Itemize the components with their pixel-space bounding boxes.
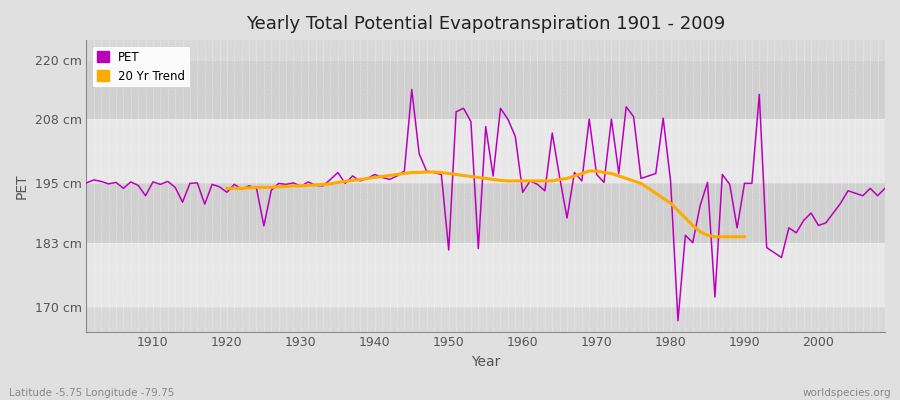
Bar: [86, 60, 885, 119]
Title: Yearly Total Potential Evapotranspiration 1901 - 2009: Yearly Total Potential Evapotranspiratio…: [246, 15, 725, 33]
Bar: [86, 119, 885, 183]
Legend: PET, 20 Yr Trend: PET, 20 Yr Trend: [93, 46, 190, 87]
Text: Latitude -5.75 Longitude -79.75: Latitude -5.75 Longitude -79.75: [9, 388, 175, 398]
Bar: [86, 183, 885, 243]
X-axis label: Year: Year: [471, 355, 500, 369]
Text: worldspecies.org: worldspecies.org: [803, 388, 891, 398]
Y-axis label: PET: PET: [15, 173, 29, 199]
Bar: [86, 243, 885, 307]
